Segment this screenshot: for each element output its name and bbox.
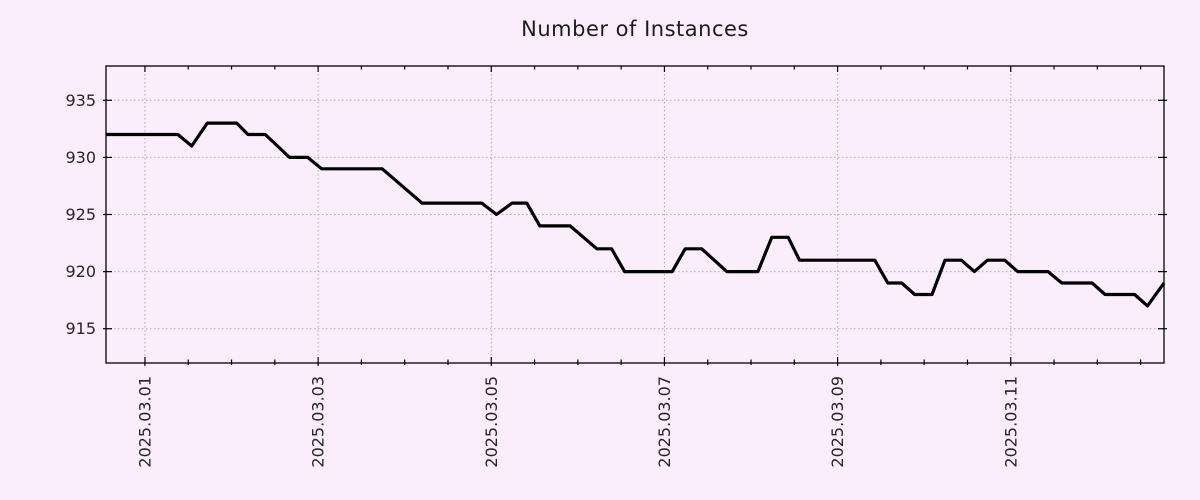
chart-title: Number of Instances — [521, 17, 749, 41]
y-tick-label: 925 — [65, 205, 96, 224]
y-tick-label: 935 — [65, 91, 96, 110]
x-tick-label: 2025.03.03 — [309, 376, 328, 468]
plot-border — [105, 65, 1165, 364]
x-tick-label: 2025.03.11 — [1001, 376, 1020, 468]
x-tick-label: 2025.03.09 — [828, 376, 847, 468]
x-tick-label: 2025.03.01 — [135, 376, 154, 468]
y-tick-label: 930 — [65, 148, 96, 167]
y-tick-label: 915 — [65, 319, 96, 338]
x-tick-label: 2025.03.05 — [482, 376, 501, 468]
x-tick-label: 2025.03.07 — [655, 376, 674, 468]
series-line — [106, 121, 1166, 308]
y-tick-label: 920 — [65, 262, 96, 281]
